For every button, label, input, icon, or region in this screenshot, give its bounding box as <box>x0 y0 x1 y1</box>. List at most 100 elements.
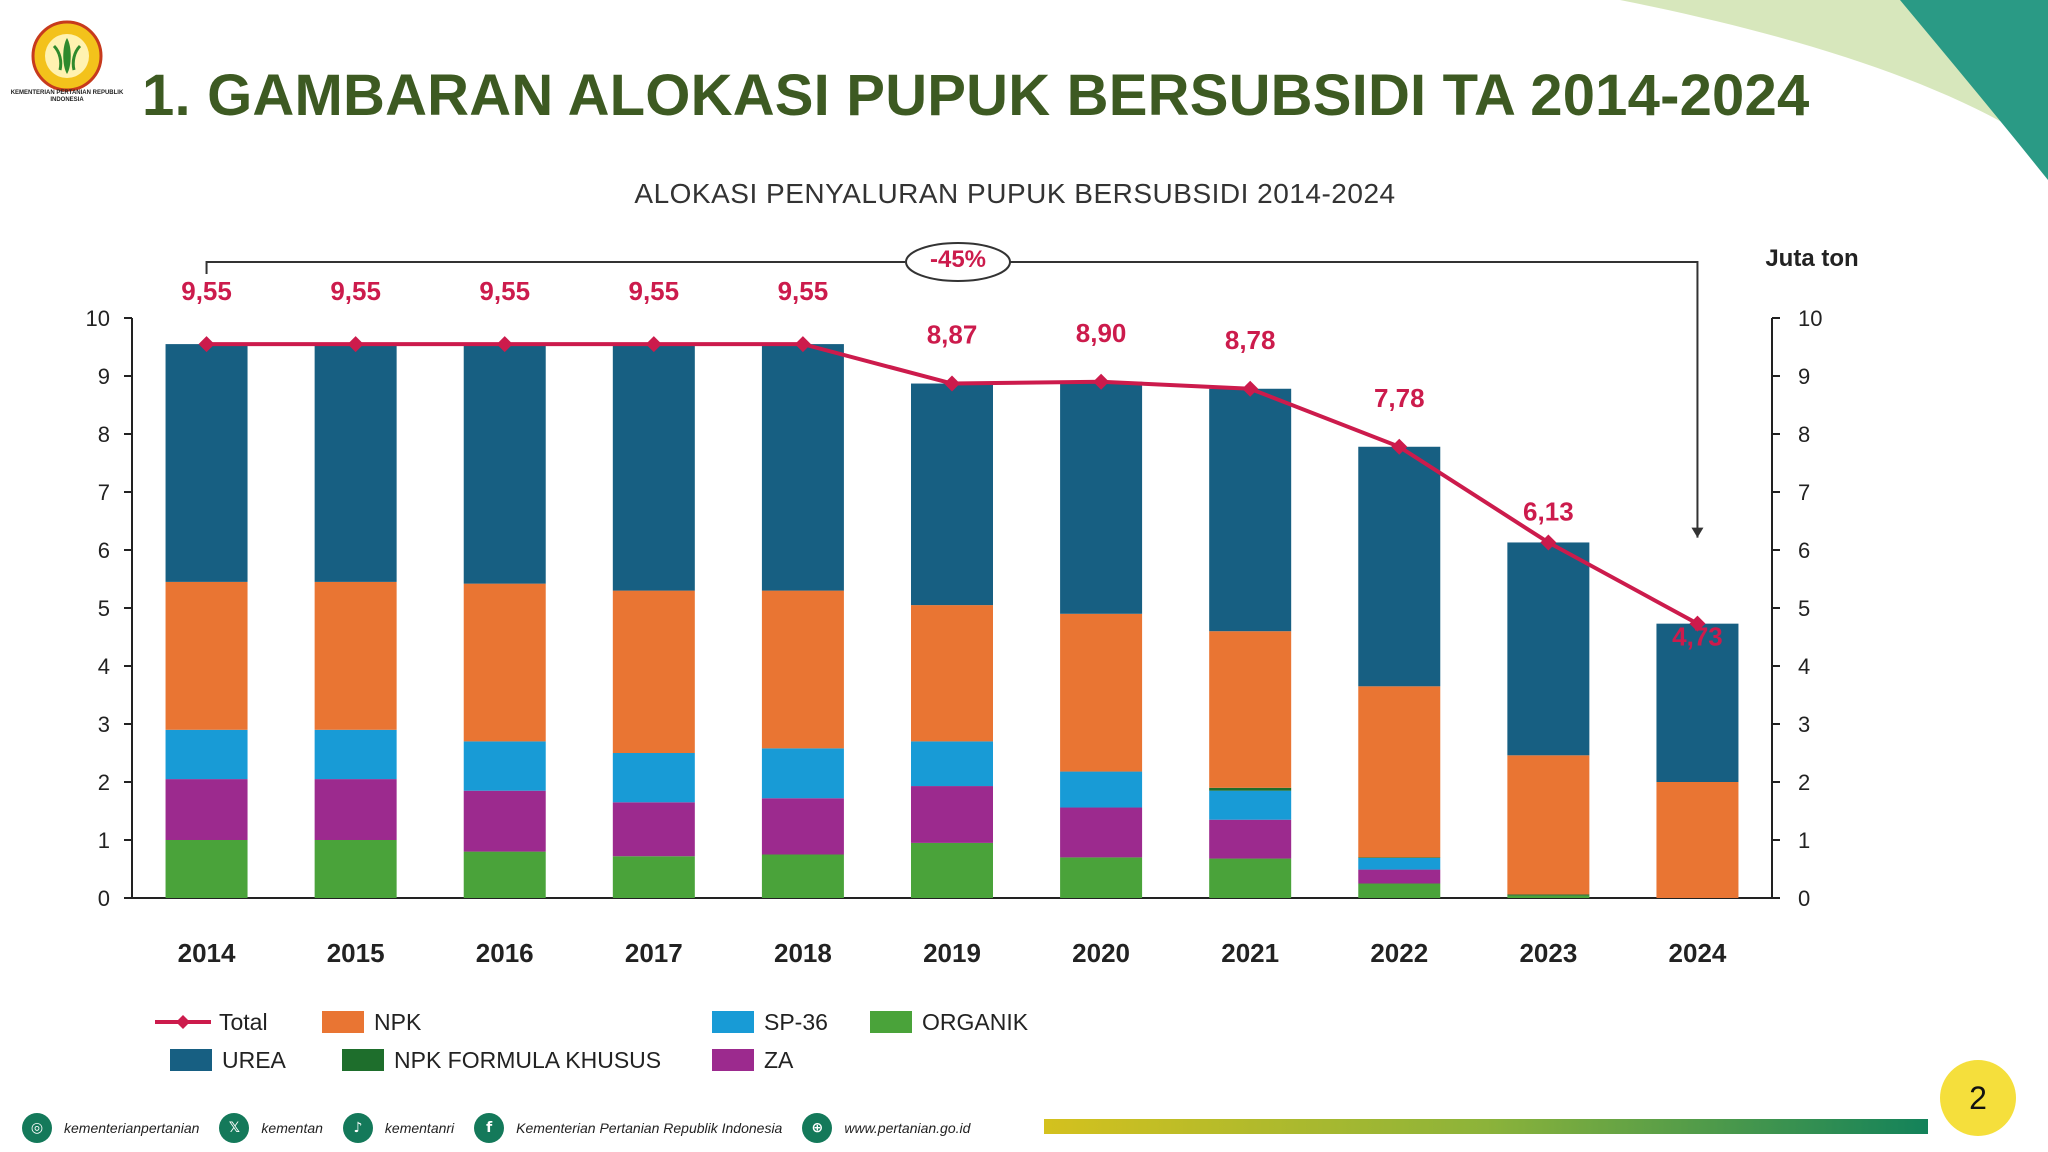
legend-label-organik: ORGANIK <box>922 1009 1029 1035</box>
bar-urea-2019 <box>911 383 993 606</box>
footer-link-instagram[interactable]: ◎ kementerianpertanian <box>22 1113 199 1143</box>
total-data-label: 9,55 <box>181 276 232 306</box>
total-data-label: 9,55 <box>479 276 530 306</box>
bar-organik-2016 <box>463 851 546 898</box>
bar-sp-36-2019 <box>911 741 993 787</box>
page-number: 2 <box>1940 1060 2016 1136</box>
bar-npk-2022 <box>1358 686 1441 858</box>
total-point <box>1391 438 1408 455</box>
x-tick-label: 2024 <box>1669 938 1727 968</box>
bar-sp-36-2022 <box>1358 857 1441 870</box>
bar-organik-2023 <box>1507 895 1590 898</box>
legend-label-sp-36: SP-36 <box>764 1009 828 1035</box>
bar-npk-2020 <box>1060 613 1143 772</box>
total-point <box>1093 373 1110 390</box>
bar-urea-2015 <box>314 344 397 582</box>
bar-za-2020 <box>1060 807 1143 858</box>
bar-sp-36-2018 <box>761 748 844 799</box>
y-tick-label-right: 1 <box>1798 828 1810 853</box>
y-tick-label-right: 9 <box>1798 364 1810 389</box>
x-tick-label: 2020 <box>1072 938 1130 968</box>
total-data-label: 7,78 <box>1374 383 1425 413</box>
legend-label-total: Total <box>219 1009 268 1035</box>
chart-legend: Total NPK SP-36 ORGANIK UREA NPK FORMULA KHUS… <box>155 1009 1029 1073</box>
decline-annotation: -45% <box>930 246 986 273</box>
bar-npk-2019 <box>911 605 993 742</box>
page-title: 1. GAMBARAN ALOKASI PUPUK BERSUBSIDI TA … <box>142 63 1810 128</box>
y-tick-label: 10 <box>86 306 110 331</box>
facebook-icon: f <box>474 1113 505 1143</box>
bar-npk-2024 <box>1656 782 1739 898</box>
bar-urea-2014 <box>165 344 248 582</box>
footer-gradient-bar <box>1044 1119 1928 1134</box>
total-data-label: 8,78 <box>1225 325 1276 355</box>
bar-npk-2021 <box>1209 631 1292 788</box>
bar-organik-2019 <box>911 842 993 898</box>
footer-link-tiktok[interactable]: ♪ kementanri <box>342 1113 454 1143</box>
ministry-logo <box>24 16 110 112</box>
y-tick-label: 6 <box>98 538 110 563</box>
y-tick-label-right: 2 <box>1798 770 1810 795</box>
total-point <box>496 336 513 353</box>
annotation-oval <box>905 242 1011 282</box>
legend-swatch-npk <box>322 1011 364 1033</box>
logo-caption: KEMENTERIAN PERTANIAN REPUBLIK INDONESIA <box>10 90 124 103</box>
total-data-label: 4,73 <box>1672 622 1723 652</box>
bar-za-2016 <box>463 790 546 852</box>
total-data-label: 6,13 <box>1523 496 1574 526</box>
y-tick-label: 8 <box>98 422 110 447</box>
y-tick-label: 5 <box>98 596 110 621</box>
y-tick-label-right: 5 <box>1798 596 1810 621</box>
y-tick-label-right: 3 <box>1798 712 1810 737</box>
bar-organik-2020 <box>1060 857 1143 898</box>
total-point <box>1689 615 1706 632</box>
bar-urea-2018 <box>761 344 844 591</box>
legend-label-npk: NPK <box>374 1009 422 1035</box>
bracket-left <box>205 261 905 274</box>
bar-sp-36-2015 <box>314 729 397 780</box>
bar-npk-formula-khusus-2021 <box>1209 787 1292 791</box>
bar-npk-formula-khusus-2022 <box>1358 857 1441 858</box>
x-tick-label: 2021 <box>1221 938 1279 968</box>
total-point <box>1242 380 1259 397</box>
x-tick-label: 2019 <box>923 938 981 968</box>
total-data-label: 9,55 <box>629 276 680 306</box>
bar-za-2019 <box>911 786 993 843</box>
y-tick-label-right: 7 <box>1798 480 1810 505</box>
tiktok-icon: ♪ <box>342 1113 373 1143</box>
bar-organik-2015 <box>314 840 397 898</box>
bar-za-2017 <box>612 802 695 857</box>
total-point <box>198 336 215 353</box>
y-tick-label: 0 <box>98 886 110 911</box>
bar-za-2022 <box>1358 869 1441 884</box>
bar-npk-2018 <box>761 590 844 749</box>
x-tick-label: 2022 <box>1370 938 1428 968</box>
bar-urea-2022 <box>1358 446 1441 687</box>
footer-link-facebook[interactable]: f Kementerian Pertanian Republik Indonesi… <box>474 1113 782 1143</box>
legend-marker-total <box>176 1015 190 1029</box>
bar-npk-2014 <box>165 581 248 730</box>
x-tick-label: 2018 <box>774 938 832 968</box>
bar-za-2015 <box>314 779 397 840</box>
total-data-label: 8,87 <box>927 320 978 350</box>
footer-link-globe[interactable]: ⊕ www.pertanian.go.id <box>802 1113 970 1143</box>
x-tick-label: 2016 <box>476 938 534 968</box>
bar-za-2014 <box>165 779 248 840</box>
y-tick-label: 4 <box>98 654 110 679</box>
y-tick-label: 9 <box>98 364 110 389</box>
x-tick-label: 2017 <box>625 938 683 968</box>
bar-organik-2021 <box>1209 858 1292 898</box>
bar-sp-36-2014 <box>165 729 248 780</box>
total-data-label: 8,90 <box>1076 318 1127 348</box>
footer-label: www.pertanian.go.id <box>844 1120 971 1136</box>
bar-organik-2022 <box>1358 883 1441 898</box>
legend-swatch-npk-formula-khusus <box>342 1049 384 1071</box>
instagram-icon: ◎ <box>22 1113 52 1143</box>
bar-npk-2017 <box>612 590 695 753</box>
bar-za-2021 <box>1209 819 1292 859</box>
bar-sp-36-2020 <box>1060 771 1143 808</box>
bar-urea-2016 <box>463 344 546 584</box>
